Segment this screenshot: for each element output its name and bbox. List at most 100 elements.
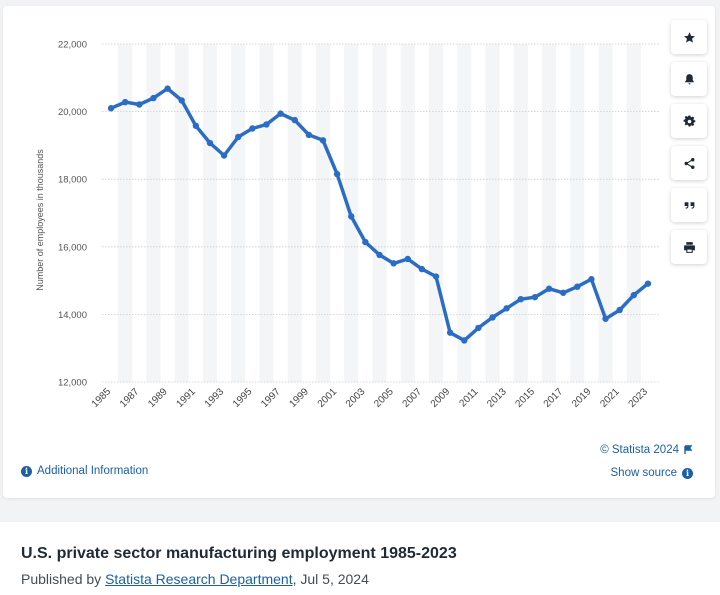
data-point[interactable]	[333, 170, 341, 178]
band	[287, 44, 302, 382]
data-point[interactable]	[545, 285, 553, 292]
x-tick-label: 2005	[372, 386, 396, 410]
data-point[interactable]	[531, 293, 539, 301]
data-point[interactable]	[263, 121, 270, 128]
x-tick-label: 1987	[118, 386, 142, 410]
band	[570, 44, 585, 382]
data-point[interactable]	[277, 110, 284, 117]
x-tick-label: 2013	[485, 386, 509, 410]
gear-icon	[683, 114, 695, 127]
data-point[interactable]	[588, 276, 595, 283]
x-tick-label: 2007	[400, 386, 424, 410]
credit-text: © Statista 2024	[600, 444, 679, 456]
publisher-link[interactable]: Statista Research Department	[105, 571, 293, 587]
data-point[interactable]	[121, 98, 129, 106]
band	[513, 44, 528, 382]
additional-information-link[interactable]: i Additional Information	[21, 465, 148, 477]
band	[598, 44, 613, 382]
published-date: , Jul 5, 2024	[292, 571, 369, 587]
data-point[interactable]	[206, 139, 214, 147]
show-source-link[interactable]: Show source i	[611, 467, 693, 479]
data-point[interactable]	[305, 131, 313, 139]
data-point[interactable]	[418, 265, 426, 273]
info-icon: i	[682, 467, 693, 479]
data-point[interactable]	[362, 238, 369, 246]
data-point[interactable]	[475, 324, 482, 332]
statista-credit[interactable]: © Statista 2024	[600, 444, 693, 456]
y-tick-label: 22,000	[58, 40, 87, 51]
data-point[interactable]	[235, 133, 242, 141]
data-points	[107, 85, 652, 344]
star-icon	[683, 31, 695, 43]
published-line: Published by Statista Research Departmen…	[21, 571, 369, 587]
x-tick-label: 1999	[287, 386, 311, 410]
share-button[interactable]	[671, 146, 707, 180]
data-point[interactable]	[559, 289, 567, 296]
line-chart: 12,000 14,000 16,000 18,000 20,000 22,000 198…	[35, 40, 659, 410]
cite-button[interactable]	[671, 188, 707, 222]
published-prefix: Published by	[21, 571, 106, 587]
chart-title: U.S. private sector manufacturing employ…	[21, 545, 457, 562]
data-point[interactable]	[446, 329, 454, 336]
data-point[interactable]	[150, 94, 157, 102]
data-point[interactable]	[107, 105, 115, 112]
data-point[interactable]	[461, 337, 468, 344]
x-tick-label: 1995	[231, 386, 255, 410]
data-point[interactable]	[376, 251, 383, 259]
band	[174, 44, 189, 382]
band	[231, 44, 246, 382]
x-tick-label: 2019	[570, 386, 594, 410]
print-icon	[683, 241, 695, 253]
y-axis-ticks: 12,000 14,000 16,000 18,000 20,000 22,000	[58, 40, 87, 389]
data-point[interactable]	[503, 305, 510, 312]
band	[259, 44, 274, 382]
favorite-button[interactable]	[671, 20, 707, 54]
x-tick-label: 2015	[514, 386, 538, 410]
flag-icon	[684, 445, 693, 454]
y-tick-label: 12,000	[58, 378, 87, 389]
data-point[interactable]	[164, 85, 171, 92]
y-axis-label: Number of employees in thousands	[35, 149, 45, 291]
data-point[interactable]	[319, 137, 327, 144]
settings-button[interactable]	[671, 104, 707, 138]
data-point[interactable]	[291, 116, 298, 124]
x-tick-label: 2003	[344, 386, 368, 410]
data-point[interactable]	[602, 315, 609, 322]
data-point[interactable]	[644, 280, 652, 287]
y-tick-label: 20,000	[58, 107, 87, 118]
data-point[interactable]	[432, 273, 440, 280]
data-point[interactable]	[489, 314, 496, 321]
data-point[interactable]	[574, 283, 581, 290]
notification-button[interactable]	[671, 62, 707, 96]
data-point[interactable]	[616, 306, 623, 314]
band	[626, 44, 641, 382]
data-point[interactable]	[517, 295, 524, 303]
data-point[interactable]	[249, 125, 256, 132]
data-point[interactable]	[178, 97, 185, 104]
band	[372, 44, 387, 382]
chart-info-panel: U.S. private sector manufacturing employ…	[0, 522, 720, 595]
x-axis-ticks: 1985 1987 1989 1991 1993 1995 1997 1999 2001 2003…	[90, 386, 651, 410]
band	[202, 44, 218, 382]
show-source-label: Show source	[610, 467, 677, 479]
print-button[interactable]	[671, 230, 707, 264]
data-point[interactable]	[348, 213, 355, 220]
x-tick-label: 1989	[146, 386, 170, 410]
x-tick-label: 2001	[316, 386, 340, 410]
data-point[interactable]	[192, 122, 200, 129]
data-point[interactable]	[220, 152, 228, 159]
data-point[interactable]	[136, 101, 143, 108]
band	[541, 44, 557, 382]
data-point[interactable]	[630, 291, 638, 299]
band	[485, 44, 500, 382]
x-tick-label: 1991	[174, 386, 198, 410]
x-tick-label: 2009	[429, 386, 453, 410]
band	[457, 44, 472, 382]
data-point[interactable]	[404, 255, 411, 263]
data-point[interactable]	[390, 260, 397, 267]
x-tick-label: 1997	[259, 386, 283, 410]
x-tick-label: 2023	[627, 386, 651, 410]
x-tick-label: 1985	[90, 386, 114, 410]
share-icon	[684, 157, 694, 169]
x-tick-label: 2021	[598, 386, 622, 410]
